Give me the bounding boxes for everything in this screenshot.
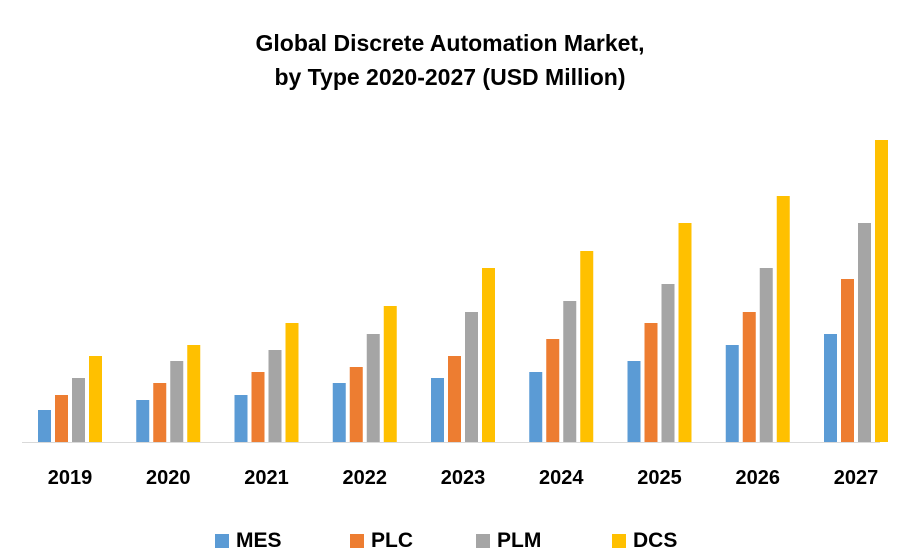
bar-plm-2025	[661, 284, 675, 442]
legend-label-mes: MES	[236, 529, 282, 552]
legend-item-mes: MES	[215, 529, 282, 553]
chart-title-line-2: by Type 2020-2027 (USD Million)	[274, 64, 626, 90]
x-tick-label: 2022	[343, 467, 388, 489]
bar-mes-2019	[38, 410, 51, 442]
legend-swatch-plc	[350, 534, 364, 548]
x-tick-label: 2024	[539, 467, 584, 489]
bar-dcs-2021	[285, 323, 299, 442]
legend-swatch-plm	[476, 534, 490, 548]
bar-dcs-2023	[482, 268, 495, 442]
bar-plc-2026	[742, 312, 756, 442]
legend-item-plc: PLC	[350, 529, 413, 553]
bar-mes-2027	[824, 334, 837, 442]
bar-dcs-2019	[89, 356, 102, 442]
bar-plm-2022	[366, 334, 380, 442]
x-tick-label: 2027	[834, 467, 879, 489]
x-tick-label: 2026	[736, 467, 781, 489]
legend-item-plm: PLM	[476, 529, 541, 553]
bar-chart: 2019 2020 2021 2022 2023 2024 2025 2026 2027	[22, 140, 888, 489]
bar-plm-2020	[170, 361, 184, 442]
bar-mes-2023	[431, 378, 444, 442]
x-tick-label: 2020	[146, 467, 191, 489]
legend-item-dcs: DCS	[612, 529, 677, 553]
bar-plc-2022	[349, 367, 363, 442]
x-tick-label: 2023	[441, 467, 486, 489]
bar-plm-2024	[563, 301, 577, 442]
legend-swatch-dcs	[612, 534, 626, 548]
legend-label-dcs: DCS	[633, 529, 678, 552]
legend-label-plc: PLC	[371, 529, 413, 552]
bar-dcs-2024	[580, 251, 594, 442]
bar-mes-2025	[627, 361, 641, 442]
bar-plc-2019	[55, 395, 68, 442]
bar-plm-2027	[858, 223, 871, 442]
bar-plc-2020	[153, 383, 167, 442]
x-tick-label: 2025	[637, 467, 682, 489]
bar-plc-2024	[546, 339, 560, 442]
bar-mes-2020	[136, 400, 150, 442]
bar-plm-2021	[268, 350, 282, 442]
bar-plc-2021	[251, 372, 265, 442]
legend-label-plm: PLM	[497, 529, 542, 552]
chart-title-line-1: Global Discrete Automation Market,	[255, 30, 645, 56]
bar-dcs-2025	[678, 223, 692, 442]
legend-swatch-mes	[215, 534, 229, 548]
bar-dcs-2027	[875, 140, 888, 442]
bar-mes-2026	[725, 345, 739, 442]
bar-dcs-2020	[187, 345, 201, 442]
bar-mes-2024	[529, 372, 543, 442]
x-tick-label: 2021	[244, 467, 289, 489]
bar-plm-2023	[465, 312, 478, 442]
bar-dcs-2026	[776, 196, 790, 442]
bar-mes-2021	[234, 395, 248, 442]
bar-plc-2023	[448, 356, 461, 442]
bar-plm-2026	[759, 268, 773, 442]
bar-plc-2027	[841, 279, 854, 442]
bar-plm-2019	[72, 378, 85, 442]
chart-title: Global Discrete Automation Market, by Ty…	[0, 26, 900, 94]
x-tick-label: 2019	[48, 467, 93, 489]
bar-mes-2022	[332, 383, 346, 442]
bar-dcs-2022	[383, 306, 397, 442]
bar-plc-2025	[644, 323, 658, 442]
